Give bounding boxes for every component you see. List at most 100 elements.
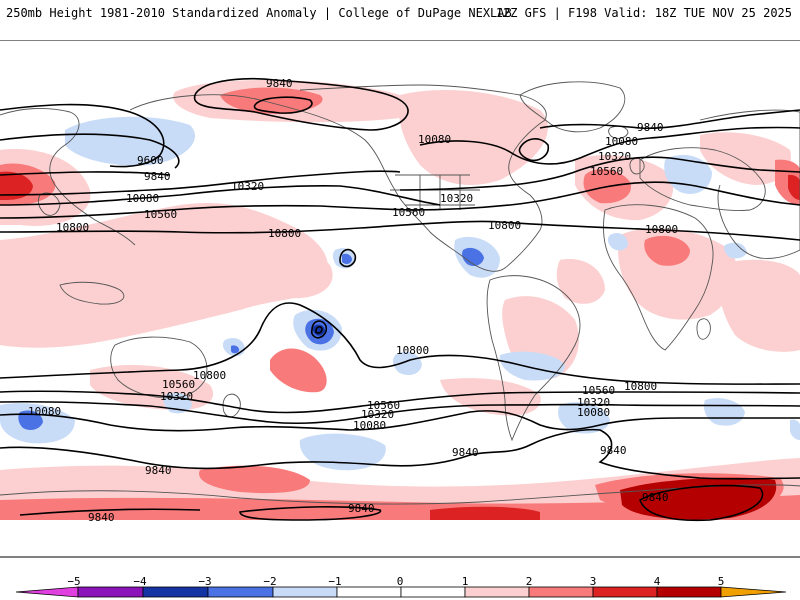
contour-10560-south <box>0 390 800 414</box>
anom-pos2-arctic <box>220 87 323 114</box>
contour-label: 10080 <box>353 419 386 432</box>
contour-10080-south <box>0 410 800 432</box>
colorbar-tick: −1 <box>328 575 341 588</box>
contour-label: 10800 <box>56 221 89 234</box>
contour-label: 10560 <box>144 208 177 221</box>
outline-asia-west <box>0 108 136 246</box>
anom-pos2-southpac <box>199 465 310 494</box>
contour-10080-na <box>419 126 800 165</box>
anom-neg1-eastasia <box>724 242 747 259</box>
contour-label: 10080 <box>577 406 610 419</box>
colorbar-segment-zero-a <box>336 586 402 598</box>
contour-label: 10800 <box>624 380 657 393</box>
colorbar-segment-neg4 <box>77 586 144 598</box>
contour-label: 9840 <box>266 77 293 90</box>
outline-asia <box>699 109 800 259</box>
contour-label: 10080 <box>418 133 451 146</box>
colorbar-tick: 0 <box>397 575 404 588</box>
contour-label: 10800 <box>193 369 226 382</box>
anom-pos4-se <box>620 477 777 520</box>
contour-label: 10320 <box>361 408 394 421</box>
anom-pos2-spac <box>270 348 327 393</box>
colorbar-ticks: −5 −4 −3 −2 −1 0 1 2 3 4 5 <box>67 575 724 588</box>
colorbar-segment-pos2 <box>528 586 594 598</box>
anom-neg1-greenland <box>664 154 712 194</box>
height-contours <box>0 77 800 522</box>
anom-pos2-south <box>0 495 800 520</box>
contour-10080-ring <box>518 138 550 162</box>
contour-10560-west <box>0 204 421 219</box>
colorbar-tick: 5 <box>718 575 725 588</box>
colorbar-tick: 1 <box>462 575 469 588</box>
contour-10320-south <box>0 400 800 425</box>
contour-label: 10800 <box>488 219 521 232</box>
contour-label: 9840 <box>452 446 479 459</box>
outline-australia <box>110 336 208 399</box>
contour-9840-ne <box>539 109 800 130</box>
contour-10320-west <box>0 185 441 206</box>
contour-label: 9840 <box>348 502 375 515</box>
colorbar-segment-pos4 <box>656 586 722 598</box>
anom-neg1-samer <box>499 351 565 381</box>
anomaly-minus1-areas <box>0 116 800 471</box>
contour-9840-south <box>0 428 800 480</box>
contour-9840-arctic <box>193 77 409 131</box>
colorbar-segment-zero-b <box>400 586 466 598</box>
contour-label: 9600 <box>137 154 164 167</box>
colorbar-segment-neg1 <box>272 586 338 598</box>
contour-9840-antarctic <box>19 508 201 516</box>
model-run-info: 12Z GFS | F198 Valid: 18Z TUE NOV 25 202… <box>495 6 792 20</box>
outline-indonesia <box>59 281 125 305</box>
colorbar-segment-pos3 <box>592 586 658 598</box>
outline-north-america <box>129 84 547 272</box>
anomaly-map: 9840 9840 9600 9840 10080 10320 10560 10… <box>0 40 800 558</box>
contour-closed-pac-inner <box>315 326 323 334</box>
chart-title: 250mb Height 1981-2010 Standardized Anom… <box>6 6 512 20</box>
colorbar-segment-neg5 <box>15 586 79 598</box>
contour-10320-na <box>399 156 800 191</box>
anom-pos1-canada <box>398 90 548 185</box>
contour-10560-na <box>409 181 800 211</box>
contour-9840-mid <box>0 171 171 176</box>
anom-neg2-hawaii <box>342 253 352 265</box>
contour-label: 9840 <box>600 444 627 457</box>
anom-pos1-pacific <box>0 202 329 348</box>
anom-neg1-sp <box>299 433 386 471</box>
outline-madagascar <box>696 318 711 340</box>
anom-neg2-central <box>462 247 484 266</box>
anom-pos3-south <box>430 506 540 520</box>
outline-europe <box>639 147 766 211</box>
contour-label: 9840 <box>637 121 664 134</box>
contour-9840-antarctic2 <box>239 506 382 521</box>
contour-label: 10080 <box>28 405 61 418</box>
anom-neg2-sw <box>18 410 43 430</box>
contour-labels: 9840 9840 9600 9840 10080 10320 10560 10… <box>28 77 678 524</box>
outline-south-america <box>486 275 581 442</box>
outline-africa <box>603 204 714 351</box>
contour-label: 10560 <box>392 206 425 219</box>
colorbar-tick: 3 <box>590 575 597 588</box>
anom-neg1-alaska <box>65 116 196 166</box>
anom-pos1-atl-s <box>556 259 605 304</box>
contour-10800-south <box>0 302 800 385</box>
contour-label: 10320 <box>160 390 193 403</box>
colorbar-segment-pos5 <box>720 586 787 598</box>
contour-label: 10560 <box>590 165 623 178</box>
anom-pos1-pac2 <box>240 245 333 299</box>
contour-9840-se-loop <box>639 484 764 522</box>
colorbar-tick: −2 <box>263 575 276 588</box>
anom-neg2-pacisl <box>231 345 240 354</box>
contour-label: 10320 <box>598 150 631 163</box>
contour-label: 9840 <box>144 170 171 183</box>
contour-label: 10320 <box>231 180 264 193</box>
colorbar-segment-neg2 <box>207 586 274 598</box>
anom-pos3-nwpac <box>0 171 33 200</box>
anom-pos2-africa <box>644 235 690 266</box>
colorbar-segments <box>15 586 787 598</box>
colorbar-segment-pos1 <box>464 586 530 598</box>
continent-outlines <box>0 81 800 505</box>
anom-pos1-indian <box>718 259 800 352</box>
anom-pos1-europe <box>700 132 791 185</box>
contour-label: 9840 <box>145 464 172 477</box>
colorbar-tick: 2 <box>526 575 533 588</box>
